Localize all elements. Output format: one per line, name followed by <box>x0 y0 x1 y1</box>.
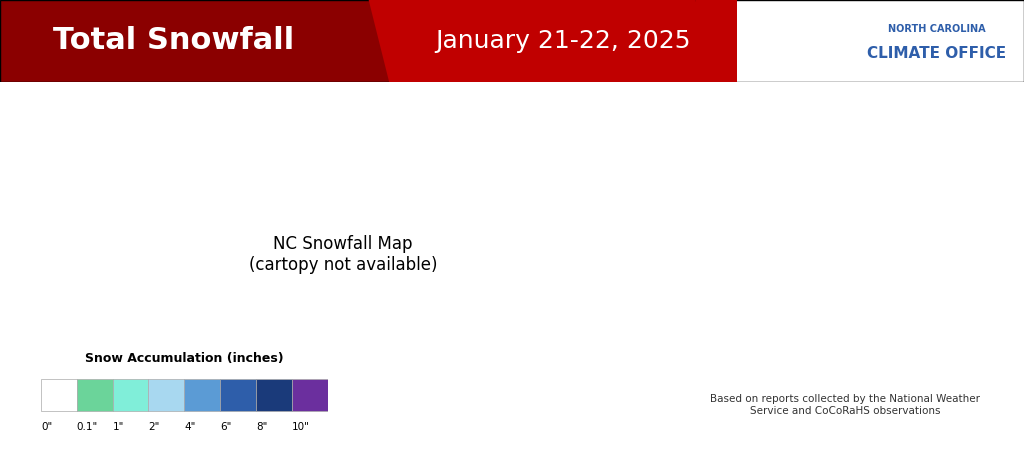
FancyBboxPatch shape <box>0 0 430 82</box>
FancyBboxPatch shape <box>148 379 184 411</box>
FancyBboxPatch shape <box>256 379 292 411</box>
Polygon shape <box>369 0 451 82</box>
Text: January 21-22, 2025: January 21-22, 2025 <box>435 29 691 53</box>
Text: Total Snowfall: Total Snowfall <box>53 26 295 56</box>
Text: 0.1": 0.1" <box>77 422 98 432</box>
Text: 10": 10" <box>292 422 309 432</box>
Polygon shape <box>389 0 1024 82</box>
Text: NC Snowfall Map
(cartopy not available): NC Snowfall Map (cartopy not available) <box>249 235 437 274</box>
FancyBboxPatch shape <box>696 0 1024 82</box>
FancyBboxPatch shape <box>220 379 256 411</box>
Text: 6": 6" <box>220 422 231 432</box>
Text: 1": 1" <box>113 422 124 432</box>
Text: Snow Accumulation (inches): Snow Accumulation (inches) <box>85 352 284 365</box>
FancyBboxPatch shape <box>292 379 328 411</box>
FancyBboxPatch shape <box>41 379 77 411</box>
Text: 2": 2" <box>148 422 160 432</box>
Text: 4": 4" <box>184 422 196 432</box>
Text: CLIMATE OFFICE: CLIMATE OFFICE <box>867 46 1007 61</box>
Text: NORTH CAROLINA: NORTH CAROLINA <box>888 24 986 34</box>
FancyBboxPatch shape <box>77 379 113 411</box>
FancyBboxPatch shape <box>113 379 148 411</box>
Polygon shape <box>655 0 737 82</box>
Text: 0": 0" <box>41 422 52 432</box>
Text: 8": 8" <box>256 422 267 432</box>
Text: Based on reports collected by the National Weather
Service and CoCoRaHS observat: Based on reports collected by the Nation… <box>710 394 980 416</box>
FancyBboxPatch shape <box>184 379 220 411</box>
